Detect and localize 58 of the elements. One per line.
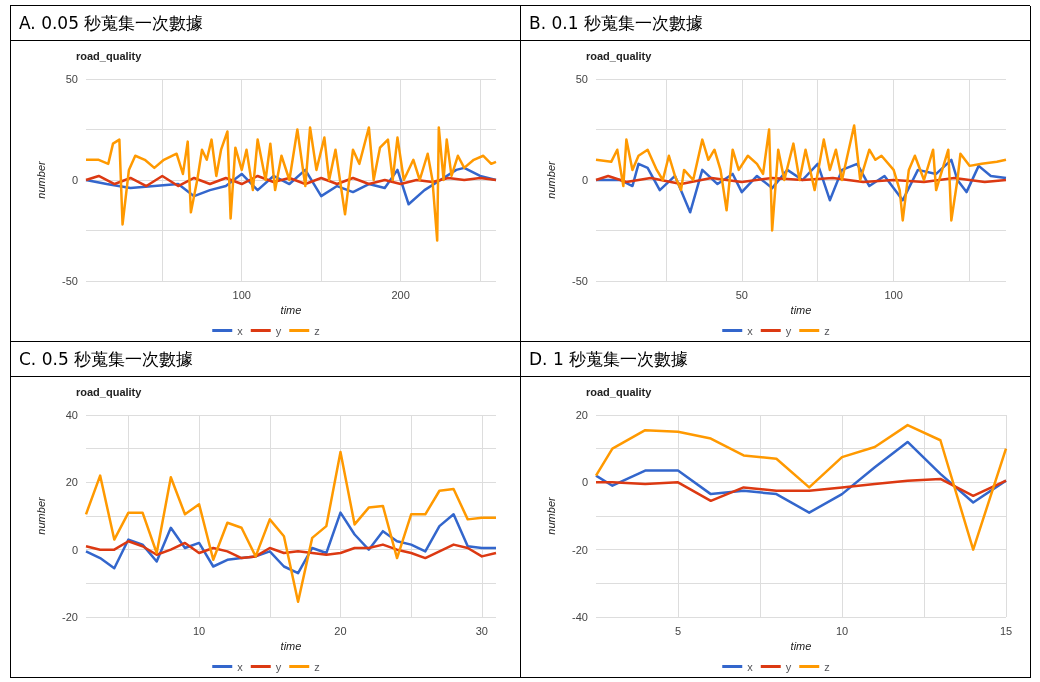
x-axis-title: time bbox=[790, 304, 812, 317]
chart-subtitle: road_quality bbox=[76, 49, 143, 62]
line-series bbox=[594, 124, 1008, 232]
legend-label: x bbox=[237, 660, 244, 673]
legend-label: y bbox=[785, 324, 792, 337]
legend-label: z bbox=[824, 324, 830, 337]
y-tick-label: -50 bbox=[572, 275, 588, 287]
y-axis-title: number bbox=[34, 160, 47, 199]
line-series bbox=[594, 477, 1008, 503]
x-tick-label: 10 bbox=[835, 624, 849, 637]
y-axis-title: number bbox=[544, 496, 557, 535]
x-tick-label: 30 bbox=[475, 624, 488, 637]
x-tick-label: 100 bbox=[884, 288, 903, 301]
chart-subtitle: road_quality bbox=[586, 49, 653, 62]
chart-title: B. 0.1 秒蒐集一次數據 bbox=[521, 6, 1030, 41]
y-tick-label: 50 bbox=[65, 73, 78, 85]
x-axis-title: time bbox=[280, 304, 302, 317]
line-series bbox=[84, 450, 498, 604]
y-tick-label: 20 bbox=[65, 476, 78, 489]
y-tick-label: -50 bbox=[62, 275, 78, 287]
x-axis-title: time bbox=[280, 640, 302, 653]
y-tick-label: 0 bbox=[71, 543, 78, 556]
x-tick-label: 5 bbox=[674, 624, 682, 637]
x-tick-label: 20 bbox=[334, 624, 347, 637]
chart-subtitle: road_quality bbox=[586, 385, 653, 398]
y-tick-label: -40 bbox=[572, 611, 588, 623]
y-tick-label: 50 bbox=[575, 73, 588, 85]
y-tick-label: 0 bbox=[581, 174, 588, 186]
y-axis-title: number bbox=[544, 160, 557, 199]
chart-title: C. 0.5 秒蒐集一次數據 bbox=[11, 342, 520, 377]
legend-label: y bbox=[275, 324, 282, 337]
y-tick-label: 20 bbox=[575, 409, 588, 421]
legend-label: x bbox=[237, 324, 244, 337]
legend-label: z bbox=[314, 660, 320, 673]
x-tick-label: 15 bbox=[999, 624, 1013, 637]
legend-label: z bbox=[824, 660, 830, 673]
x-tick-label: 10 bbox=[192, 624, 206, 637]
y-axis-title: number bbox=[34, 496, 47, 535]
x-tick-label: 100 bbox=[232, 288, 251, 301]
y-tick-label: 0 bbox=[581, 476, 588, 489]
legend-label: y bbox=[785, 660, 792, 673]
legend-label: x bbox=[747, 324, 754, 337]
chart-title: A. 0.05 秒蒐集一次數據 bbox=[11, 6, 520, 41]
x-tick-label: 200 bbox=[391, 288, 410, 301]
legend-label: x bbox=[747, 660, 754, 673]
chart-subtitle: road_quality bbox=[76, 385, 143, 398]
x-tick-label: 50 bbox=[735, 288, 748, 301]
x-axis-title: time bbox=[790, 640, 812, 653]
line-series bbox=[84, 126, 498, 242]
line-series bbox=[84, 540, 498, 560]
legend-label: z bbox=[314, 324, 320, 337]
legend-label: y bbox=[275, 660, 282, 673]
chart-title: D. 1 秒蒐集一次數據 bbox=[521, 342, 1030, 377]
y-tick-label: -20 bbox=[572, 543, 588, 556]
y-tick-label: 0 bbox=[71, 174, 78, 186]
y-tick-label: -20 bbox=[62, 611, 78, 623]
y-tick-label: 40 bbox=[65, 409, 78, 421]
line-series bbox=[594, 423, 1008, 551]
